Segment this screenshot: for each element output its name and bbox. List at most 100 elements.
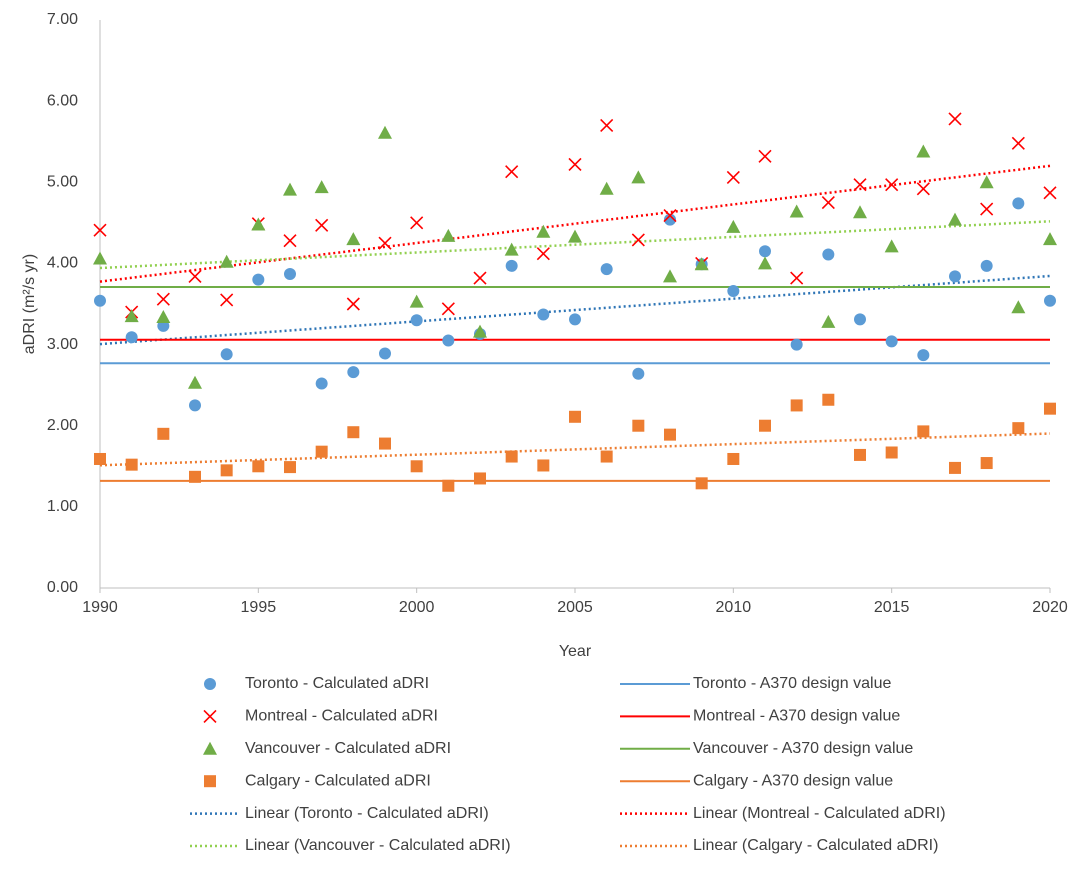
point — [695, 477, 708, 490]
point — [189, 470, 201, 483]
x-tick-label: 2005 — [557, 599, 593, 616]
point — [727, 285, 740, 298]
point — [694, 257, 709, 271]
point — [758, 149, 772, 163]
point — [505, 259, 518, 272]
x-tick-label: 2000 — [399, 599, 435, 616]
point — [821, 196, 835, 210]
point — [568, 229, 582, 243]
point — [347, 426, 360, 439]
point — [885, 335, 898, 348]
point — [948, 112, 962, 126]
legend-label: Toronto - Calculated aDRI — [245, 675, 429, 692]
point — [1043, 232, 1057, 246]
x-axis-label: Year — [559, 643, 592, 660]
legend-label: Vancouver - A370 design value — [693, 740, 913, 757]
point — [949, 461, 961, 474]
legend-label: Linear (Toronto - Calculated aDRI) — [245, 805, 489, 822]
point — [537, 308, 550, 321]
point — [979, 175, 994, 189]
point — [1044, 294, 1056, 307]
point — [220, 464, 233, 477]
point — [885, 446, 898, 459]
point — [948, 212, 962, 226]
point — [409, 294, 424, 308]
point — [314, 180, 329, 194]
y-tick-label: 1.00 — [47, 498, 78, 515]
point — [1043, 186, 1057, 200]
point — [188, 269, 202, 283]
y-tick-label: 0.00 — [47, 579, 78, 596]
y-axis-label: aDRI (m²/s yr) — [21, 254, 38, 354]
point — [790, 399, 803, 412]
point — [410, 314, 423, 327]
trend-line — [99, 220, 1051, 270]
point — [854, 448, 866, 461]
point — [410, 460, 423, 473]
point — [251, 217, 266, 231]
point — [284, 461, 296, 474]
point — [949, 270, 961, 283]
legend-label: Linear (Montreal - Calculated aDRI) — [693, 805, 946, 822]
legend-label: Toronto - A370 design value — [693, 675, 891, 692]
point — [537, 459, 550, 472]
point — [663, 208, 677, 223]
legend-marker — [204, 775, 216, 788]
point — [252, 460, 265, 473]
point — [631, 233, 645, 247]
point — [916, 182, 930, 196]
point — [726, 170, 740, 184]
point — [917, 425, 930, 438]
y-tick-label: 7.00 — [47, 11, 78, 28]
point — [156, 309, 171, 323]
point — [473, 271, 487, 285]
point — [94, 294, 106, 307]
point — [505, 450, 518, 463]
point — [600, 118, 614, 133]
point — [664, 428, 676, 441]
point — [283, 182, 297, 196]
point — [315, 218, 329, 232]
point — [441, 228, 456, 242]
point — [789, 204, 804, 218]
point — [600, 263, 613, 276]
point — [885, 178, 899, 192]
x-tick-label: 2015 — [874, 599, 910, 616]
x-tick-label: 1995 — [241, 599, 277, 616]
legend-label: Montreal - Calculated aDRI — [245, 708, 438, 725]
point — [504, 242, 519, 256]
trend-line — [99, 164, 1051, 283]
legend-marker — [203, 741, 217, 755]
y-tick-label: 2.00 — [47, 417, 78, 434]
point — [441, 302, 455, 316]
legend-marker — [203, 709, 217, 723]
point — [474, 472, 486, 485]
legend-label: Linear (Vancouver - Calculated aDRI) — [245, 837, 511, 854]
point — [569, 410, 581, 423]
point — [980, 259, 993, 272]
point — [315, 377, 328, 390]
point — [473, 324, 487, 338]
legend-label: Vancouver - Calculated aDRI — [245, 740, 451, 757]
point — [853, 178, 867, 192]
point — [442, 334, 455, 347]
point — [378, 236, 392, 250]
point — [220, 293, 234, 307]
y-tick-label: 6.00 — [47, 92, 78, 109]
point — [536, 224, 551, 238]
legend-label: Calgary - A370 design value — [693, 772, 893, 789]
point — [727, 452, 740, 465]
y-tick-label: 3.00 — [47, 336, 78, 353]
point — [252, 273, 265, 286]
point — [189, 399, 201, 412]
point — [821, 314, 836, 328]
point — [790, 271, 804, 285]
point — [219, 254, 234, 268]
point — [157, 427, 170, 440]
point — [759, 419, 771, 432]
point — [284, 267, 296, 280]
point — [631, 170, 646, 184]
x-tick-label: 1990 — [82, 599, 118, 616]
point — [124, 309, 139, 323]
